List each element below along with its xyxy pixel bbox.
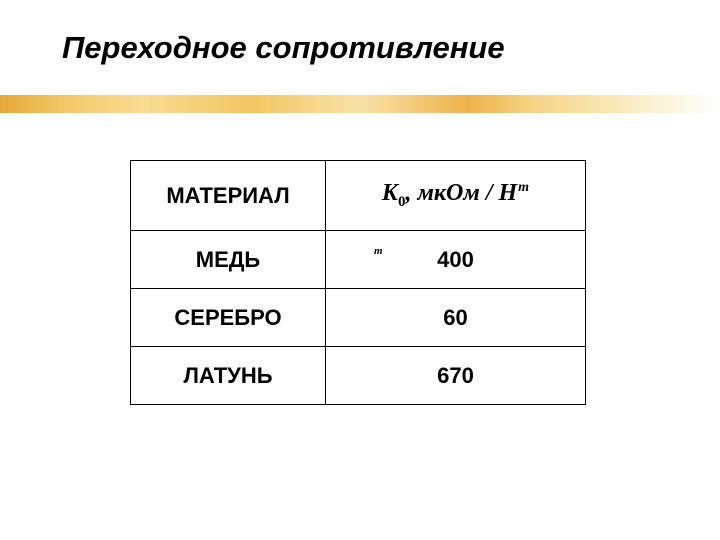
title-underline-bar — [0, 95, 720, 113]
value-cell: 670 — [326, 347, 586, 405]
formula-slash: / — [480, 180, 499, 206]
formula-supm: m — [518, 180, 529, 195]
data-table-wrapper: МАТЕРИАЛ K0, мкОм / Hm МЕДЬ m 400 СЕРЕБР… — [130, 160, 586, 405]
material-cell: ЛАТУНЬ — [131, 347, 326, 405]
value-text: 400 — [437, 247, 474, 272]
material-cell: МЕДЬ — [131, 231, 326, 289]
formula-expression: K0, мкОм / Hm — [382, 180, 529, 211]
table-row: ЛАТУНЬ 670 — [131, 347, 586, 405]
table-row: МЕДЬ m 400 — [131, 231, 586, 289]
resistance-table: МАТЕРИАЛ K0, мкОм / Hm МЕДЬ m 400 СЕРЕБР… — [130, 160, 586, 405]
stray-superscript: m — [374, 245, 383, 257]
table-row: СЕРЕБРО 60 — [131, 289, 586, 347]
header-material: МАТЕРИАЛ — [131, 161, 326, 231]
table-header-row: МАТЕРИАЛ K0, мкОм / Hm — [131, 161, 586, 231]
formula-sep: , — [405, 180, 417, 206]
formula-unit2: H — [499, 180, 518, 206]
formula-unit1: мкОм — [417, 180, 479, 206]
value-cell: 60 — [326, 289, 586, 347]
value-cell: m 400 — [326, 231, 586, 289]
formula-k: K — [382, 180, 398, 206]
value-text: 670 — [437, 363, 474, 388]
page-title: Переходное сопротивление — [0, 0, 720, 66]
value-text: 60 — [443, 305, 467, 330]
header-formula: K0, мкОм / Hm — [326, 161, 586, 231]
material-cell: СЕРЕБРО — [131, 289, 326, 347]
